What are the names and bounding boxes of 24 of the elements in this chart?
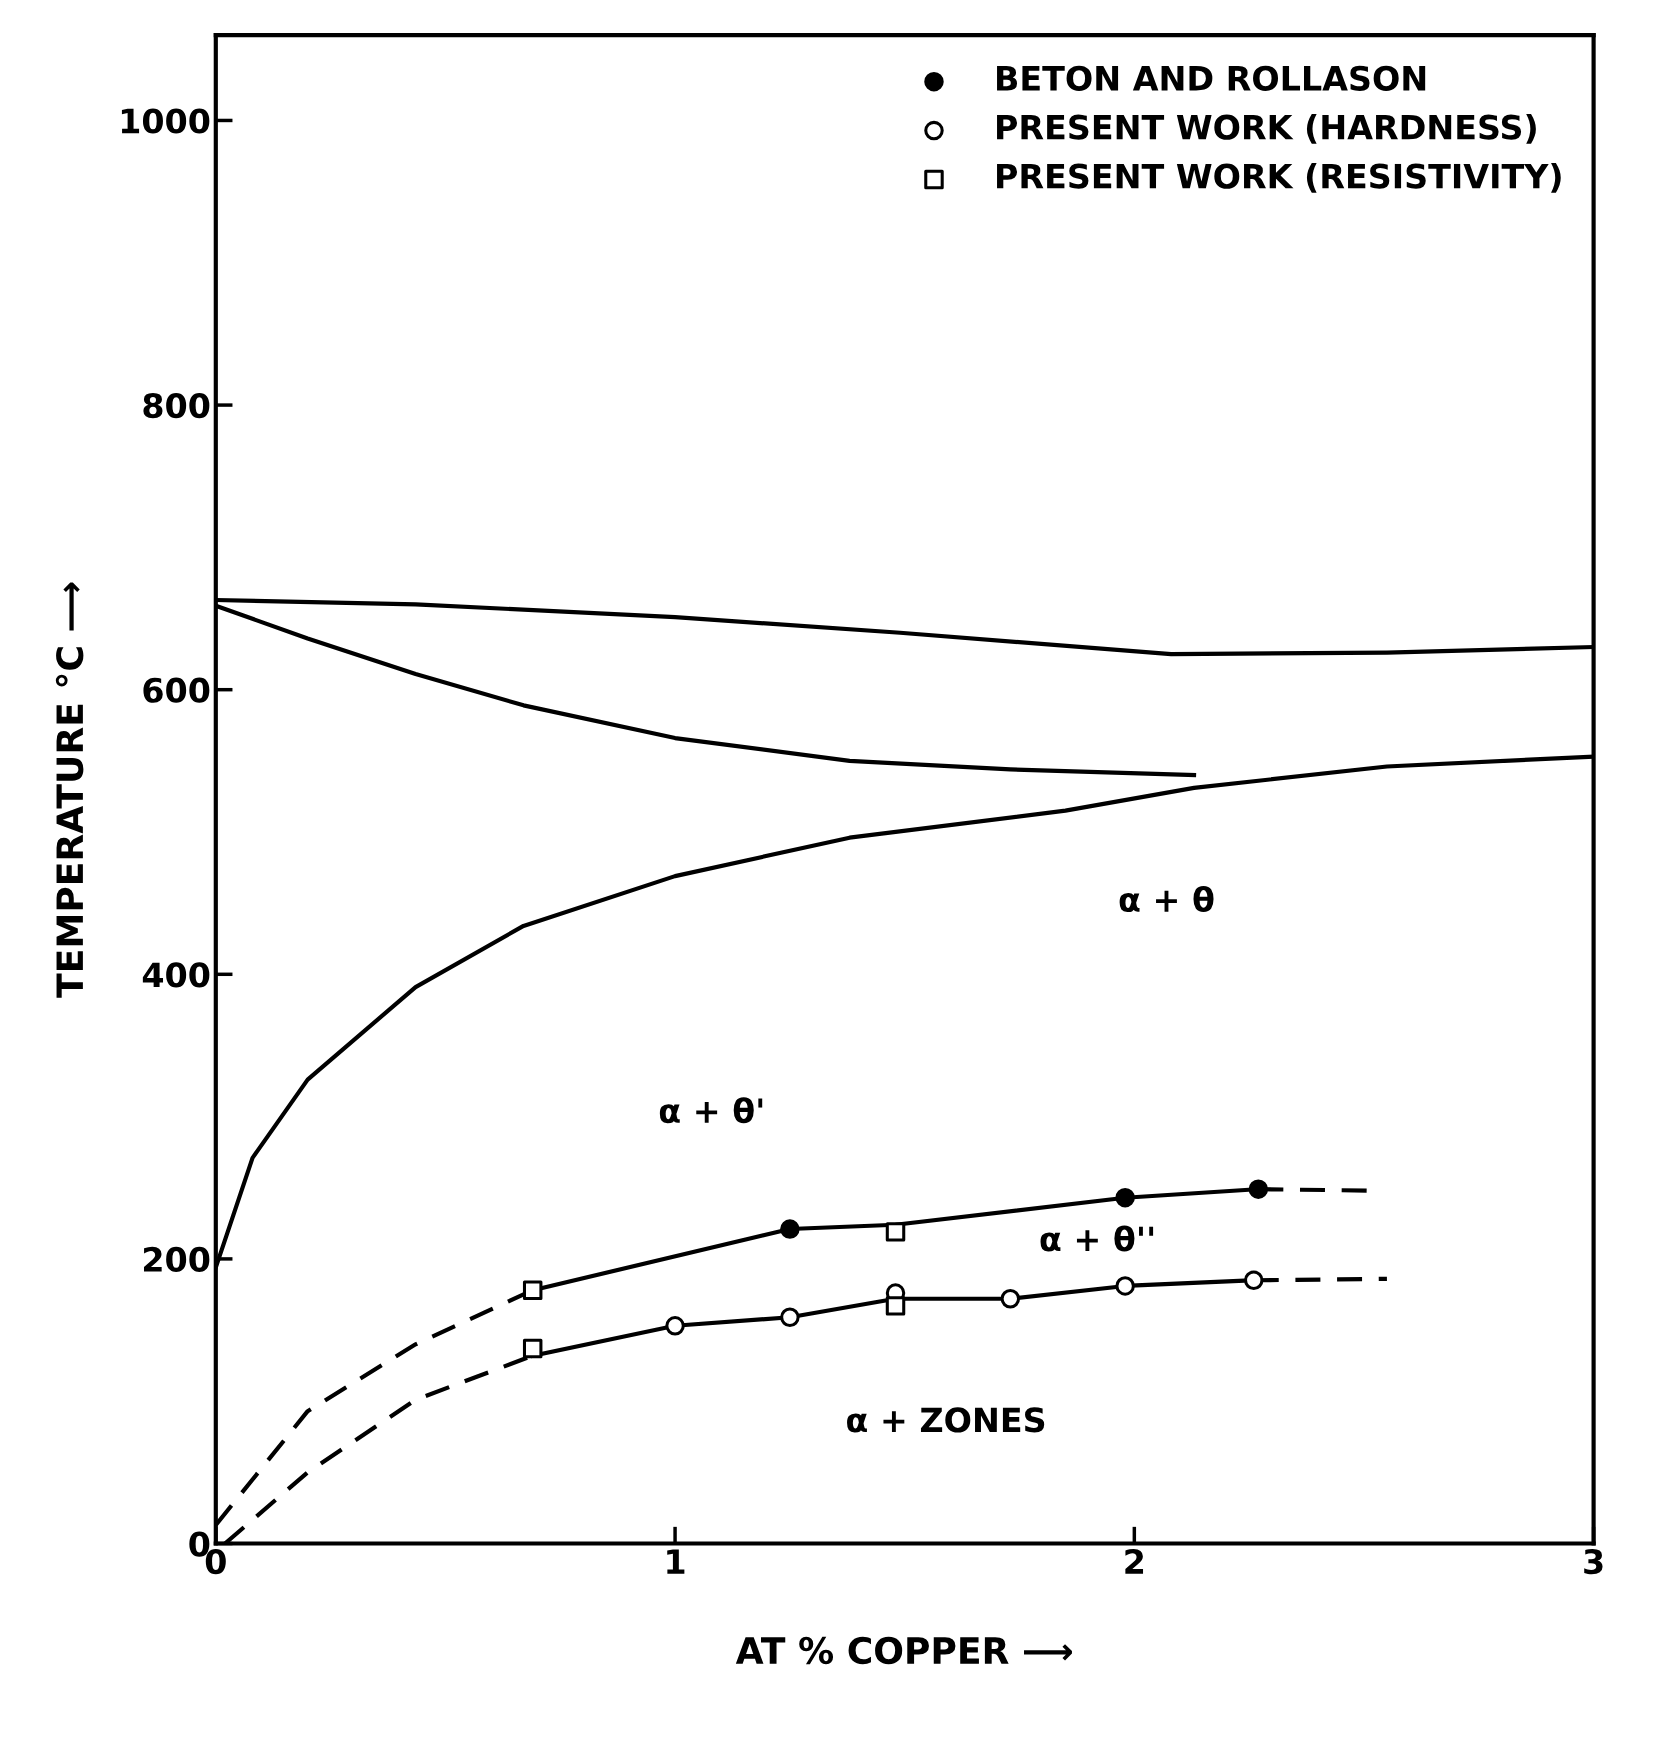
point (780, 1219, 800, 1239)
y-tick-label: 1000 (121, 108, 210, 134)
point (885, 1222, 906, 1242)
y-tick-label: 600 (143, 677, 210, 703)
point (1115, 1187, 1135, 1208)
point (522, 1338, 543, 1359)
y-tick-label: 800 (143, 393, 210, 419)
point (522, 1280, 543, 1300)
point (885, 1296, 906, 1316)
annotation: α + ZONES (847, 1407, 1045, 1433)
annotation: α + θ (1119, 886, 1214, 913)
x-tick-label: 1 (667, 1549, 685, 1574)
y-tick-label: 200 (144, 1246, 210, 1273)
x-tick-label: 2 (1125, 1548, 1144, 1574)
annotation: α + θ'' (1040, 1225, 1154, 1252)
legend-label: BETON AND ROLLASON (997, 65, 1426, 91)
annotation: α + θ' (659, 1097, 763, 1124)
y-axis-title: TEMPERATURE °C ⟶ (55, 582, 84, 998)
x-tick-label: 3 (1584, 1548, 1603, 1575)
point (1248, 1179, 1269, 1199)
legend-label: PRESENT WORK (RESISTIVITY) (997, 162, 1561, 193)
y-tick-label: 400 (142, 962, 210, 988)
x-axis-title: AT % COPPER ⟶ (735, 1636, 1072, 1665)
legend-label: PRESENT WORK (HARDNESS) (997, 114, 1536, 144)
